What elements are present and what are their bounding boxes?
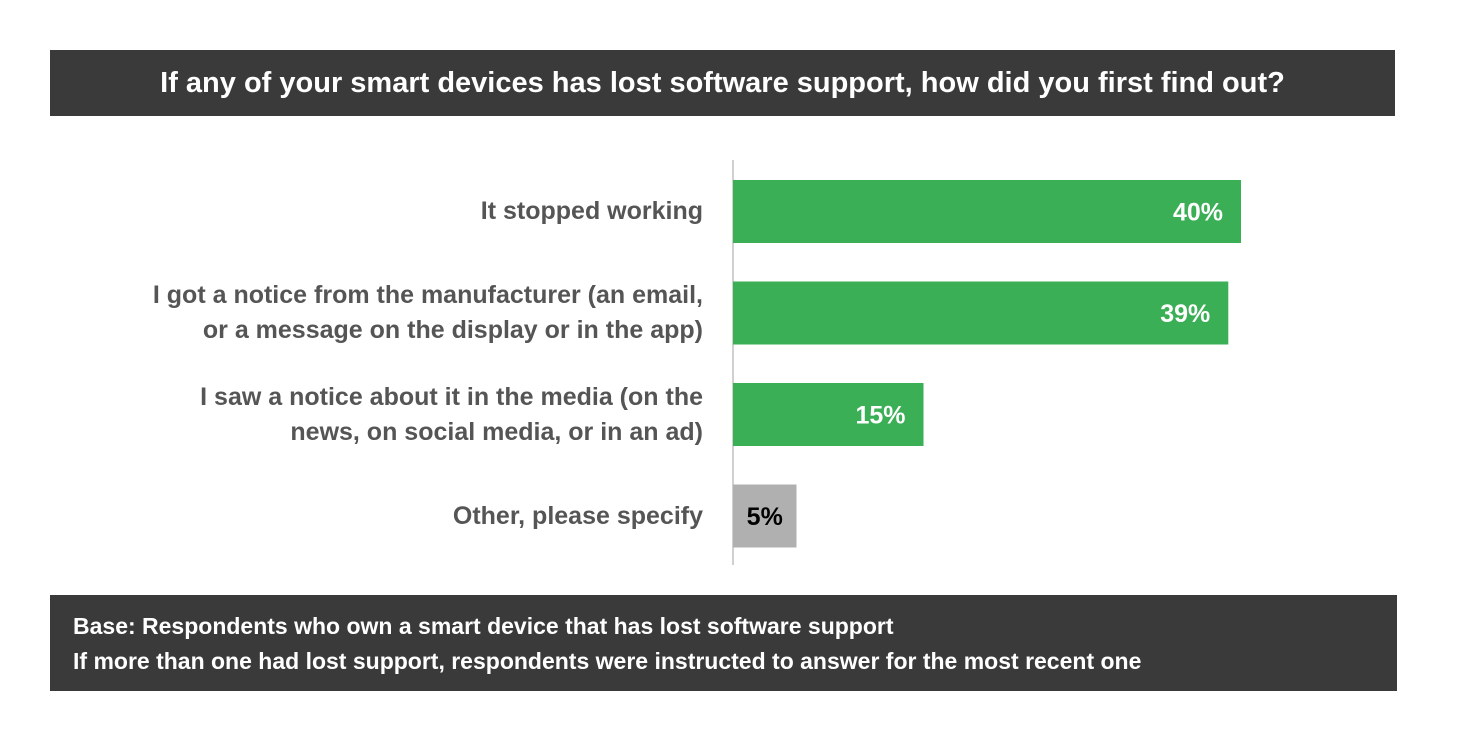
category-label: Other, please specify (452, 501, 703, 530)
chart-area: It stopped working I got a notice from th… (0, 150, 1460, 580)
bar (733, 281, 1229, 345)
bar-chart: 40% 39% 15% 5% (732, 160, 1241, 565)
bar (733, 180, 1241, 243)
data-label: 5% (747, 503, 783, 531)
data-label: 15% (855, 402, 905, 430)
footnote-instruction: If more than one had lost support, respo… (73, 648, 1142, 674)
category-label: It stopped working (480, 197, 703, 225)
data-label: 40% (1173, 199, 1223, 227)
footnote-base: Base: Respondents who own a smart device… (73, 613, 894, 639)
chart-title: If any of your smart devices has lost so… (50, 50, 1395, 116)
bar (733, 484, 797, 548)
footnote-box: Base: Respondents who own a smart device… (50, 595, 1397, 691)
bar (733, 383, 924, 446)
category-label: I got a notice from the manufacturer (an… (152, 281, 703, 344)
category-label: I saw a notice about it in the media (on… (200, 382, 703, 446)
data-label: 39% (1160, 300, 1210, 328)
